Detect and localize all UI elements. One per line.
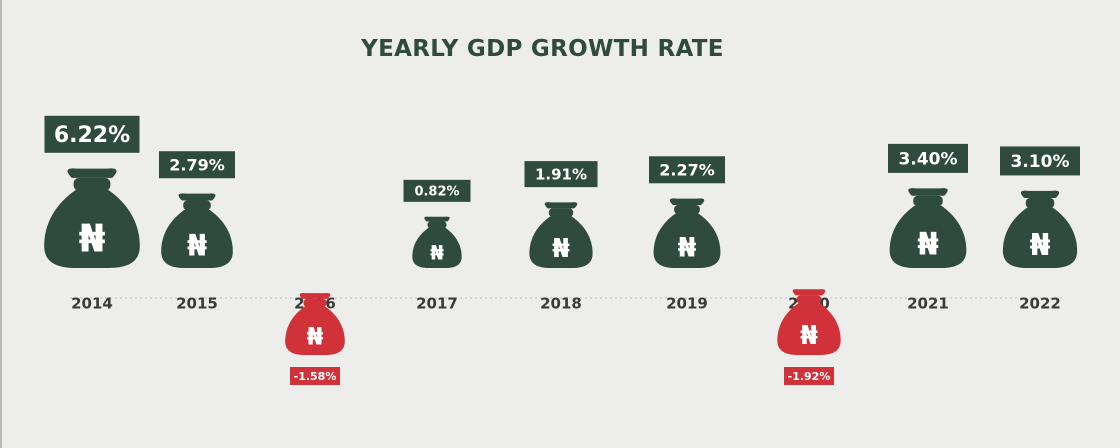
- value-label-2016: -1.58%: [294, 370, 337, 383]
- year-label-2022: 2022: [1019, 295, 1061, 313]
- naira-money-bag-icon: ₦: [777, 289, 841, 355]
- naira-money-bag-icon: ₦: [889, 188, 967, 268]
- data-point-2022: 2022 ₦ 3.10%: [1000, 146, 1080, 313]
- year-label-2015: 2015: [176, 295, 218, 313]
- year-label-2019: 2019: [666, 295, 708, 313]
- value-label-box: [44, 115, 140, 153]
- value-label-box: [403, 179, 471, 202]
- naira-symbol: ₦: [187, 229, 207, 263]
- naira-symbol: ₦: [917, 227, 939, 263]
- value-label-box: [290, 367, 340, 385]
- naira-symbol: ₦: [79, 216, 106, 261]
- data-point-2017: 2017 ₦ 0.82%: [403, 179, 471, 313]
- value-label-2022: 3.10%: [1011, 152, 1070, 172]
- value-label-2017: 0.82%: [414, 185, 459, 200]
- value-label-box: [784, 367, 834, 385]
- chart-title: YEARLY GDP GROWTH RATE: [361, 36, 724, 62]
- value-label-box: [1000, 146, 1080, 176]
- value-label-box: [159, 151, 235, 179]
- data-point-2019: 2019 ₦ 2.27%: [649, 156, 725, 313]
- data-point-2014: 2014 ₦ 6.22%: [44, 115, 140, 313]
- data-point-2020: 2020₦-1.92%: [777, 289, 841, 385]
- year-label-2014: 2014: [71, 295, 113, 313]
- year-label-2021: 2021: [907, 295, 949, 313]
- naira-money-bag-icon: ₦: [44, 168, 140, 268]
- naira-symbol: ₦: [552, 234, 570, 264]
- data-point-2016: 2016₦-1.58%: [285, 292, 345, 385]
- naira-symbol: ₦: [307, 323, 324, 351]
- year-label-2018: 2018: [540, 295, 582, 313]
- value-label-2019: 2.27%: [659, 161, 715, 180]
- value-label-2015: 2.79%: [169, 155, 225, 174]
- value-label-2020: -1.92%: [788, 370, 831, 383]
- naira-money-bag-icon: ₦: [161, 193, 233, 268]
- value-label-box: [524, 161, 598, 188]
- naira-money-bag-icon: ₦: [412, 216, 462, 268]
- value-label-box: [888, 143, 968, 173]
- naira-symbol: ₦: [430, 241, 444, 264]
- naira-symbol: ₦: [678, 232, 697, 263]
- data-point-2015: 2015 ₦ 2.79%: [159, 151, 235, 313]
- naira-money-bag-icon: ₦: [529, 202, 593, 268]
- naira-symbol: ₦: [1030, 228, 1051, 263]
- value-label-2014: 6.22%: [54, 123, 130, 148]
- value-label-box: [649, 156, 725, 184]
- year-label-2017: 2017: [416, 295, 458, 313]
- value-label-2021: 3.40%: [899, 149, 958, 169]
- naira-money-bag-icon: ₦: [285, 292, 345, 355]
- naira-money-bag-icon: ₦: [653, 198, 721, 268]
- value-label-2018: 1.91%: [535, 166, 587, 184]
- data-point-2018: 2018 ₦ 1.91%: [524, 161, 598, 313]
- naira-symbol: ₦: [800, 321, 818, 351]
- naira-money-bag-icon: ₦: [1002, 190, 1078, 268]
- data-point-2021: 2021 ₦ 3.40%: [888, 143, 968, 313]
